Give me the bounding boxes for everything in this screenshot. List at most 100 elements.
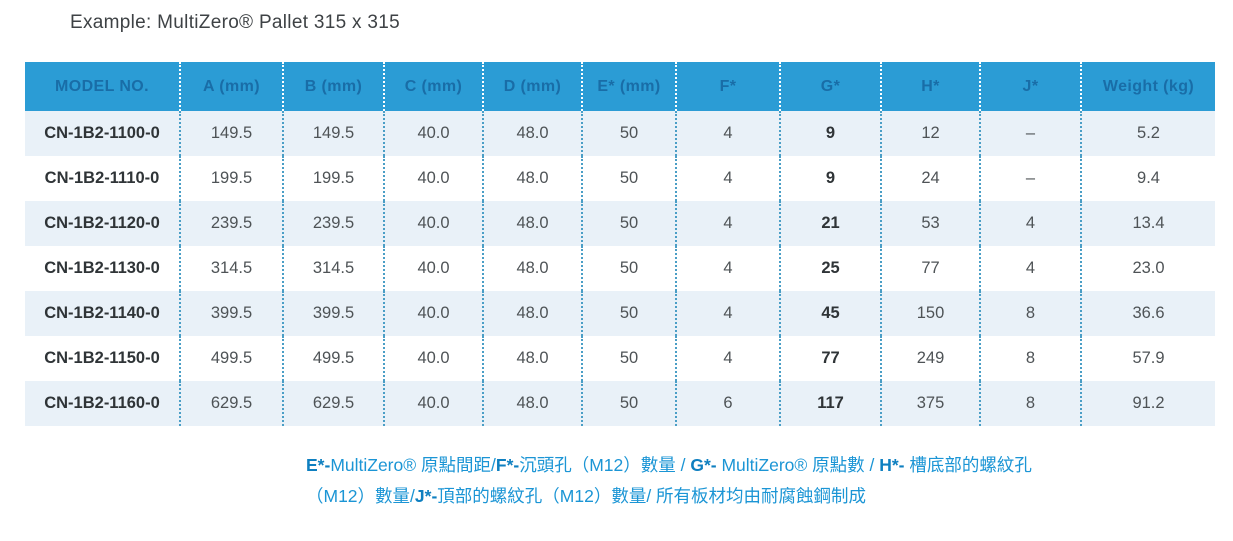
value-cell: 8: [979, 381, 1080, 426]
value-cell: 50: [581, 336, 675, 381]
value-cell: 48.0: [482, 246, 581, 291]
value-cell: 50: [581, 381, 675, 426]
value-cell: 399.5: [179, 291, 282, 336]
value-cell: 629.5: [282, 381, 383, 426]
footnote: E*-MultiZero® 原點間距/F*-沉頭孔（M12）數量 / G*- M…: [306, 450, 1222, 512]
column-header: C (mm): [383, 62, 482, 111]
value-cell: 149.5: [282, 111, 383, 156]
value-cell: 4: [675, 156, 779, 201]
value-cell: 40.0: [383, 246, 482, 291]
value-cell: 48.0: [482, 336, 581, 381]
value-cell: 40.0: [383, 111, 482, 156]
column-header: J*: [979, 62, 1080, 111]
value-cell: 499.5: [282, 336, 383, 381]
value-cell: 117: [779, 381, 880, 426]
value-cell: 50: [581, 246, 675, 291]
model-cell: CN-1B2-1130-0: [44, 259, 160, 277]
footnote-marker: H*-: [879, 455, 905, 475]
value-cell: 239.5: [282, 201, 383, 246]
column-header: G*: [779, 62, 880, 111]
value-cell: 4: [675, 201, 779, 246]
value-cell: 8: [979, 291, 1080, 336]
value-cell: 4: [979, 246, 1080, 291]
value-cell: 12: [880, 111, 979, 156]
value-cell: 4: [675, 336, 779, 381]
value-cell: 53: [880, 201, 979, 246]
value-cell: 77: [779, 336, 880, 381]
value-cell: 36.6: [1080, 291, 1215, 336]
value-cell: 9.4: [1080, 156, 1215, 201]
value-cell: 48.0: [482, 201, 581, 246]
table-row: CN-1B2-1140-0 399.5 399.5 40.0 48.0 50 4 45 150 8…: [25, 291, 1215, 336]
value-cell: 50: [581, 291, 675, 336]
footnote-marker: J*-: [414, 486, 438, 506]
footnote-line: E*-MultiZero® 原點間距/F*-沉頭孔（M12）數量 / G*- M…: [306, 450, 1222, 481]
column-header: F*: [675, 62, 779, 111]
value-cell: 4: [675, 246, 779, 291]
column-header: H*: [880, 62, 979, 111]
column-header: MODEL NO.: [25, 62, 179, 111]
value-cell: 50: [581, 156, 675, 201]
value-cell: 199.5: [179, 156, 282, 201]
value-cell: –: [979, 156, 1080, 201]
table-header-row: MODEL NO. A (mm) B (mm) C (mm) D (mm) E* (mm)…: [25, 62, 1215, 111]
value-cell: 4: [675, 291, 779, 336]
value-cell: 239.5: [179, 201, 282, 246]
value-cell: 50: [581, 111, 675, 156]
footnote-marker: F*-: [495, 455, 520, 475]
column-header: A (mm): [179, 62, 282, 111]
value-cell: 40.0: [383, 336, 482, 381]
value-cell: 40.0: [383, 381, 482, 426]
value-cell: 499.5: [179, 336, 282, 381]
model-cell: CN-1B2-1110-0: [44, 169, 160, 187]
value-cell: 40.0: [383, 291, 482, 336]
value-cell: 40.0: [383, 156, 482, 201]
column-header: D (mm): [482, 62, 581, 111]
table-row: CN-1B2-1160-0 629.5 629.5 40.0 48.0 50 6 117 375…: [25, 381, 1215, 426]
column-header: B (mm): [282, 62, 383, 111]
value-cell: 8: [979, 336, 1080, 381]
footnote-line: （M12）數量/J*-頂部的螺紋孔（M12）數量/ 所有板材均由耐腐蝕鋼制成: [306, 481, 1222, 512]
value-cell: 249: [880, 336, 979, 381]
footnote-text: MultiZero® 原點數 /: [716, 455, 880, 475]
value-cell: 50: [581, 201, 675, 246]
model-cell: CN-1B2-1100-0: [44, 124, 160, 142]
table-row: CN-1B2-1130-0 314.5 314.5 40.0 48.0 50 4 25 77 4 2…: [25, 246, 1215, 291]
model-cell: CN-1B2-1150-0: [44, 349, 160, 367]
page-title: Example: MultiZero® Pallet 315 x 315: [70, 12, 401, 33]
value-cell: 13.4: [1080, 201, 1215, 246]
value-cell: 25: [779, 246, 880, 291]
value-cell: 23.0: [1080, 246, 1215, 291]
value-cell: 149.5: [179, 111, 282, 156]
footnote-text: 沉頭孔（M12）數量 /: [519, 455, 691, 475]
value-cell: 21: [779, 201, 880, 246]
value-cell: 199.5: [282, 156, 383, 201]
value-cell: 48.0: [482, 111, 581, 156]
value-cell: 375: [880, 381, 979, 426]
value-cell: 4: [675, 111, 779, 156]
value-cell: 150: [880, 291, 979, 336]
value-cell: 91.2: [1080, 381, 1215, 426]
spec-table: MODEL NO. A (mm) B (mm) C (mm) D (mm) E* (mm)…: [25, 62, 1215, 426]
value-cell: 5.2: [1080, 111, 1215, 156]
column-header: E* (mm): [581, 62, 675, 111]
footnote-text: 槽底部的螺紋孔: [904, 455, 1032, 475]
model-cell: CN-1B2-1160-0: [44, 394, 160, 412]
table-row: CN-1B2-1100-0 149.5 149.5 40.0 48.0 50 4 9 12–5.…: [25, 111, 1215, 156]
column-header: Weight (kg): [1080, 62, 1215, 111]
value-cell: 9: [779, 111, 880, 156]
model-cell: CN-1B2-1120-0: [44, 214, 160, 232]
value-cell: 399.5: [282, 291, 383, 336]
table-body: CN-1B2-1100-0 149.5 149.5 40.0 48.0 50 4 9 12–5.…: [25, 111, 1215, 426]
model-cell: CN-1B2-1140-0: [44, 304, 160, 322]
value-cell: 629.5: [179, 381, 282, 426]
value-cell: 48.0: [482, 156, 581, 201]
footnote-marker: E*-: [306, 455, 331, 475]
footnote-text: （M12）數量/: [306, 486, 415, 506]
value-cell: 48.0: [482, 381, 581, 426]
footnote-marker: G*-: [690, 455, 717, 475]
value-cell: 24: [880, 156, 979, 201]
table-row: CN-1B2-1120-0 239.5 239.5 40.0 48.0 50 4 21 53 4 1…: [25, 201, 1215, 246]
value-cell: 9: [779, 156, 880, 201]
value-cell: 314.5: [282, 246, 383, 291]
